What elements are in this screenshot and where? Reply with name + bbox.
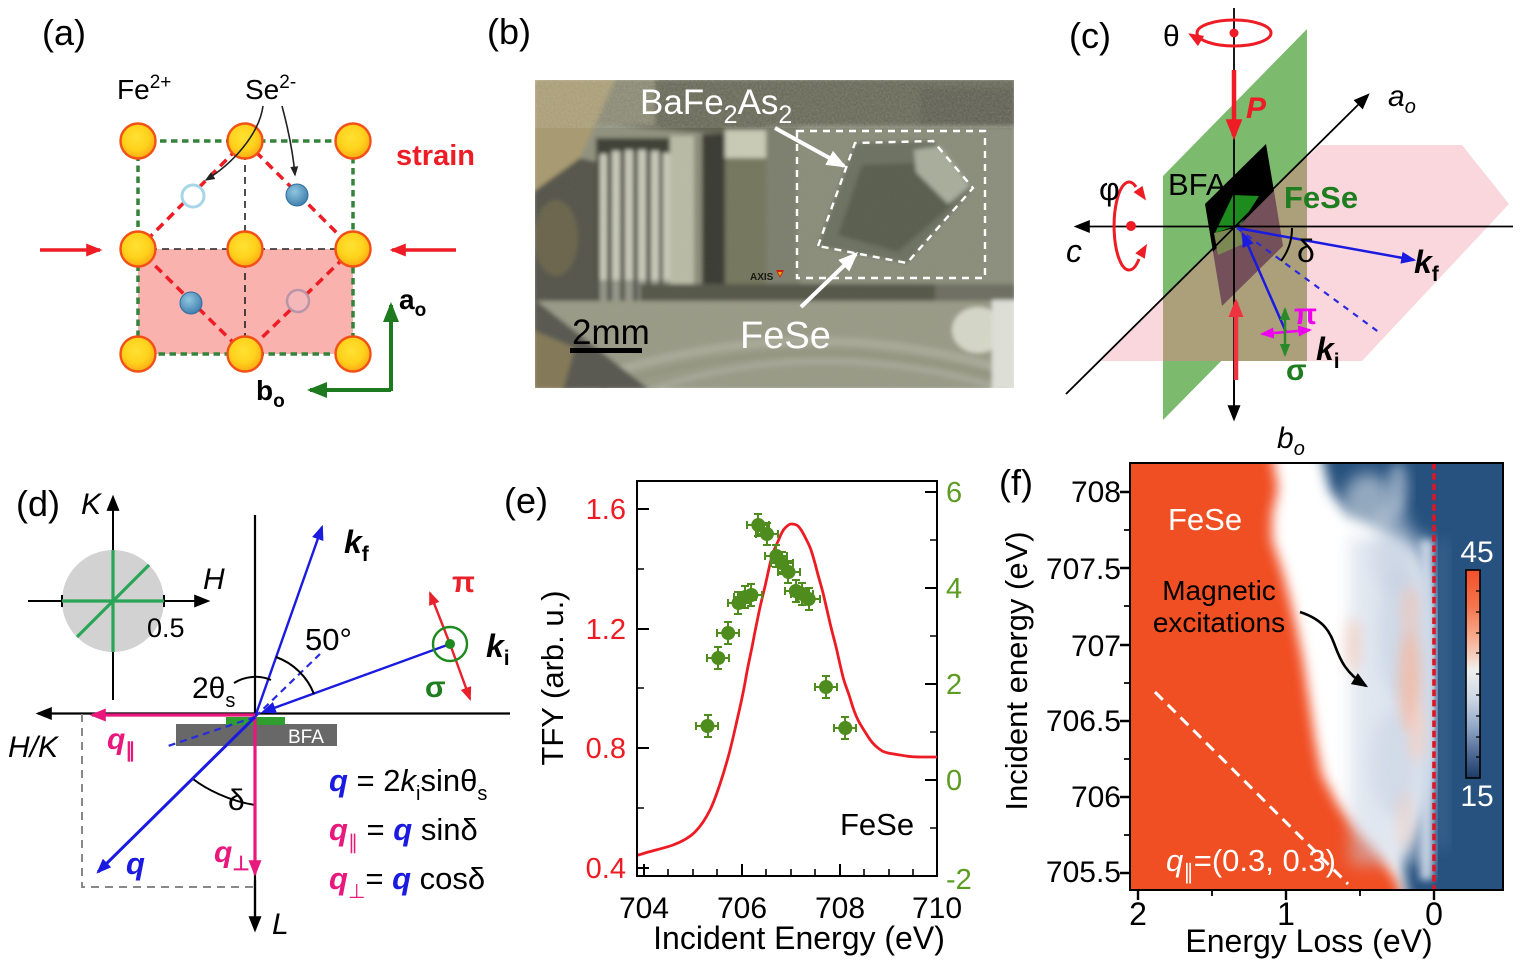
svg-text:707: 707 bbox=[1071, 630, 1121, 663]
svg-text:AXIS: AXIS bbox=[750, 272, 774, 283]
svg-text:Se2-: Se2- bbox=[245, 72, 296, 105]
svg-text:704: 704 bbox=[619, 892, 669, 925]
svg-text:bo: bo bbox=[1277, 422, 1305, 460]
svg-text:708: 708 bbox=[815, 892, 865, 925]
svg-text:50°: 50° bbox=[305, 622, 352, 657]
svg-text:FeSe: FeSe bbox=[1284, 180, 1358, 215]
svg-text:K: K bbox=[81, 488, 103, 521]
svg-text:kf: kf bbox=[344, 524, 370, 566]
svg-text:Energy Loss (eV): Energy Loss (eV) bbox=[1185, 923, 1432, 959]
svg-text:c: c bbox=[1066, 233, 1082, 269]
svg-text:π: π bbox=[452, 566, 475, 599]
svg-text:φ: φ bbox=[1099, 171, 1120, 207]
svg-text:ki: ki bbox=[1316, 331, 1340, 373]
svg-text:ao: ao bbox=[399, 284, 426, 321]
svg-text:Incident energy (eV): Incident energy (eV) bbox=[999, 531, 1034, 810]
svg-text:π: π bbox=[1294, 298, 1317, 331]
svg-text:q⊥: q⊥ bbox=[214, 836, 250, 875]
svg-text:705.5: 705.5 bbox=[1046, 856, 1121, 889]
svg-text:kf: kf bbox=[1414, 244, 1440, 286]
svg-text:q∥: q∥ bbox=[107, 723, 135, 762]
svg-text:1: 1 bbox=[1277, 896, 1295, 932]
svg-text:0: 0 bbox=[1425, 896, 1443, 932]
svg-text:(a): (a) bbox=[42, 12, 86, 53]
svg-text:(e): (e) bbox=[504, 480, 548, 521]
svg-text:BaFe2As2: BaFe2As2 bbox=[640, 83, 792, 129]
svg-text:H/K: H/K bbox=[8, 731, 60, 764]
svg-text:0.8: 0.8 bbox=[586, 733, 626, 765]
svg-text:(d): (d) bbox=[16, 483, 60, 524]
svg-text:706: 706 bbox=[717, 892, 767, 925]
svg-text:(c): (c) bbox=[1069, 15, 1111, 56]
svg-text:q⊥= q cosδ: q⊥= q cosδ bbox=[329, 861, 485, 903]
svg-text:FeSe: FeSe bbox=[740, 315, 831, 357]
svg-text:45: 45 bbox=[1460, 536, 1493, 569]
svg-text:strain: strain bbox=[396, 140, 475, 172]
svg-text:L: L bbox=[272, 908, 289, 941]
svg-text:excitations: excitations bbox=[1153, 607, 1285, 638]
svg-text:δ: δ bbox=[228, 784, 245, 817]
svg-text:710: 710 bbox=[912, 892, 962, 925]
svg-text:707.5: 707.5 bbox=[1046, 553, 1121, 586]
svg-text:1.2: 1.2 bbox=[586, 614, 626, 646]
svg-text:708: 708 bbox=[1071, 476, 1121, 509]
svg-text:706: 706 bbox=[1071, 781, 1121, 814]
svg-text:Magnetic: Magnetic bbox=[1162, 575, 1276, 606]
svg-text:δ: δ bbox=[1297, 233, 1315, 269]
svg-text:FeSe: FeSe bbox=[1168, 502, 1242, 537]
svg-text:σ: σ bbox=[1286, 354, 1307, 387]
svg-text:BFA: BFA bbox=[1168, 167, 1227, 202]
svg-text:q = 2kisinθs: q = 2kisinθs bbox=[329, 763, 487, 805]
svg-text:706.5: 706.5 bbox=[1046, 705, 1121, 738]
svg-text:Fe2+: Fe2+ bbox=[117, 72, 171, 105]
svg-text:-2: -2 bbox=[946, 864, 972, 896]
svg-text:Incident Energy (eV): Incident Energy (eV) bbox=[653, 920, 945, 956]
svg-text:FeSe: FeSe bbox=[840, 807, 914, 842]
svg-text:0.5: 0.5 bbox=[147, 613, 185, 643]
svg-text:q∥ = q sinδ: q∥ = q sinδ bbox=[329, 812, 478, 854]
svg-text:0.4: 0.4 bbox=[586, 853, 626, 885]
svg-text:4: 4 bbox=[946, 573, 962, 605]
svg-text:ki: ki bbox=[486, 628, 510, 670]
svg-text:θ: θ bbox=[1163, 20, 1180, 53]
svg-text:6: 6 bbox=[946, 477, 962, 509]
svg-text:2mm: 2mm bbox=[572, 313, 650, 352]
svg-text:15: 15 bbox=[1460, 780, 1493, 813]
svg-text:TFY (arb. u.): TFY (arb. u.) bbox=[535, 590, 570, 765]
svg-text:bo: bo bbox=[256, 375, 285, 412]
svg-text:P: P bbox=[1246, 92, 1267, 125]
svg-text:2θs: 2θs bbox=[192, 672, 235, 712]
svg-text:1.6: 1.6 bbox=[586, 494, 626, 526]
svg-text:2: 2 bbox=[946, 669, 962, 701]
svg-text:2: 2 bbox=[1129, 896, 1147, 932]
svg-text:(f): (f) bbox=[999, 462, 1033, 503]
svg-text:q∥=(0.3, 0.3): q∥=(0.3, 0.3) bbox=[1166, 843, 1336, 884]
svg-text:(b): (b) bbox=[487, 11, 531, 52]
svg-text:0: 0 bbox=[946, 765, 962, 797]
svg-text:H: H bbox=[203, 563, 225, 596]
svg-text:BFA: BFA bbox=[288, 727, 324, 748]
svg-text:q: q bbox=[126, 846, 145, 881]
svg-text:ao: ao bbox=[1388, 80, 1416, 118]
svg-text:σ: σ bbox=[425, 671, 446, 704]
